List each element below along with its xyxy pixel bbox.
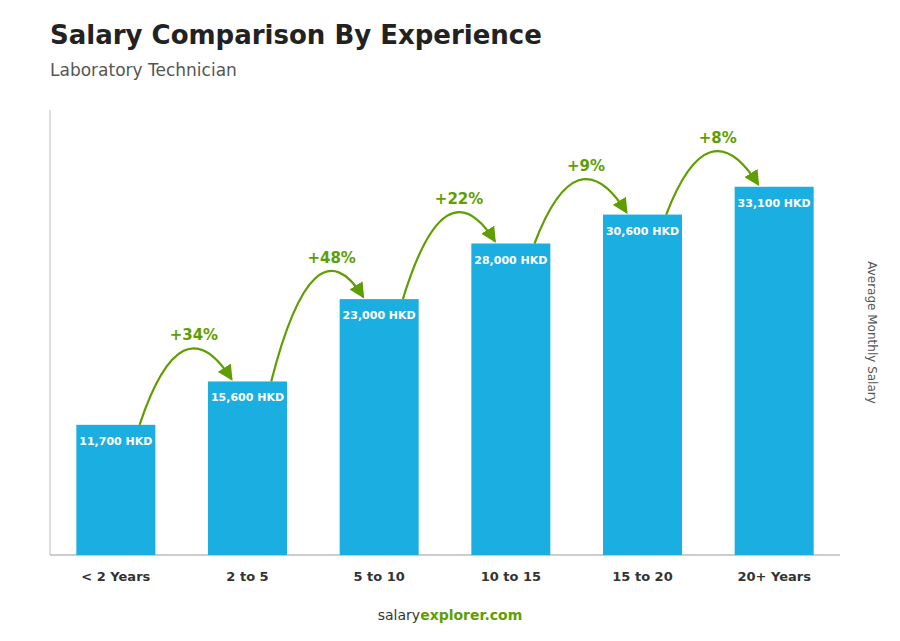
annotation: +48%	[307, 249, 355, 267]
bars	[76, 187, 813, 555]
x-tick-label: 15 to 20	[612, 569, 672, 584]
data-label: 33,100 HKD	[738, 197, 811, 210]
change-arrow	[535, 179, 627, 243]
data-label: 23,000 HKD	[343, 309, 416, 322]
subtitle: Laboratory Technician	[50, 60, 237, 80]
change-arrow	[403, 212, 495, 299]
x-tick-label: 20+ Years	[737, 569, 811, 584]
bar	[208, 381, 287, 555]
y-axis-label: Average Monthly Salary	[865, 261, 879, 404]
x-tick-label: 5 to 10	[353, 569, 404, 584]
title: Salary Comparison By Experience	[50, 20, 542, 50]
bar	[471, 244, 550, 556]
footer-part: explorer.com	[420, 607, 522, 623]
data-label: 30,600 HKD	[606, 225, 679, 238]
y-axis-line	[50, 110, 51, 555]
x-axis-line	[50, 555, 840, 556]
annotation: +9%	[567, 157, 605, 175]
bar	[340, 299, 419, 555]
change-arrow	[666, 151, 758, 215]
footer: salaryexplorer.com	[378, 607, 523, 623]
chart: Salary Comparison By Experience Laborator…	[0, 0, 900, 641]
x-tick-label: 2 to 5	[226, 569, 268, 584]
bar	[76, 425, 155, 555]
bar	[603, 215, 682, 555]
annotation: +34%	[170, 326, 218, 344]
x-tick-label: 10 to 15	[481, 569, 541, 584]
data-label: 28,000 HKD	[474, 254, 547, 267]
annotation: +22%	[435, 190, 483, 208]
bar	[735, 187, 814, 555]
change-arrow	[271, 271, 363, 382]
change-arrow	[140, 348, 232, 425]
data-label: 11,700 HKD	[79, 435, 152, 448]
x-tick-label: < 2 Years	[81, 569, 150, 584]
annotation: +8%	[699, 129, 737, 147]
footer-part: salary	[378, 607, 420, 623]
data-label: 15,600 HKD	[211, 391, 284, 404]
